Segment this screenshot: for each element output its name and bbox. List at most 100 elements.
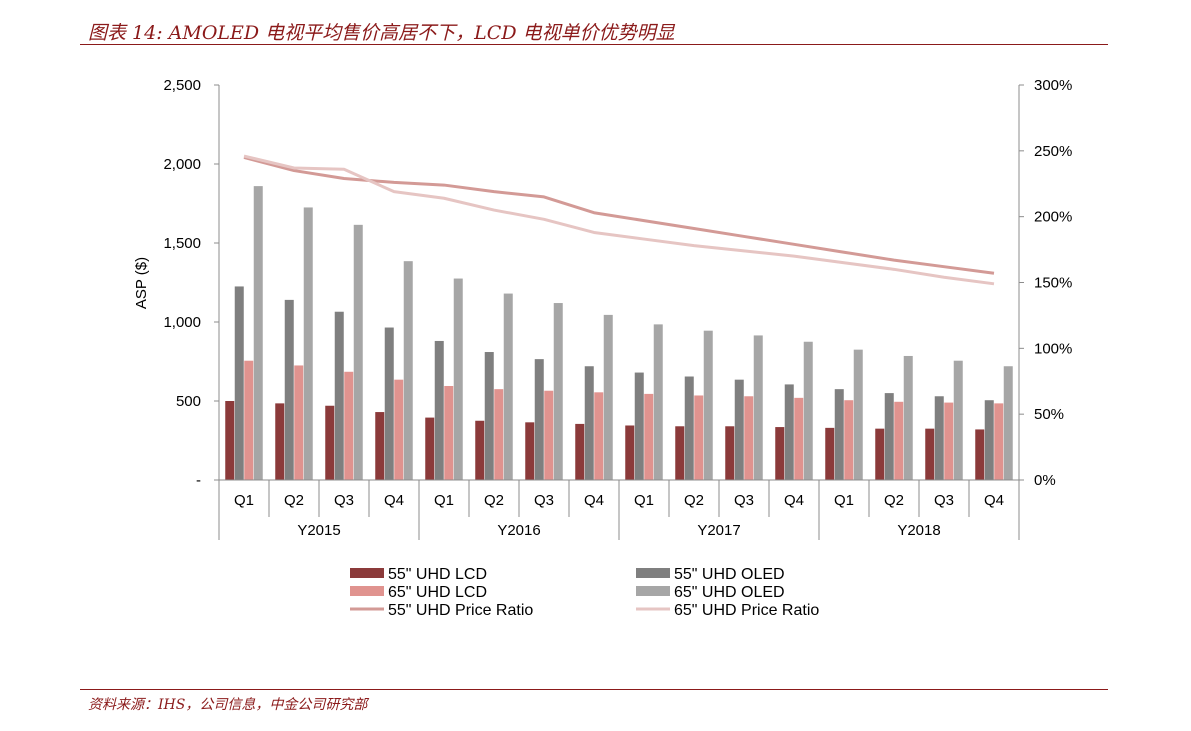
- bar-65-uhd-oled-10: [753, 335, 763, 480]
- y2-tick-label: 100%: [1034, 340, 1072, 357]
- legend-label: 55" UHD Price Ratio: [388, 602, 533, 619]
- legend-label: 55" UHD LCD: [388, 566, 487, 583]
- bar-65-uhd-oled-4: [453, 278, 463, 480]
- x-tick-label-year: Y2016: [497, 522, 540, 539]
- y-tick-label: 2,000: [163, 156, 201, 173]
- bar-65-uhd-oled-14: [953, 360, 963, 480]
- lines-layer: [243, 154, 995, 286]
- bar-55-uhd-oled-0: [234, 286, 244, 480]
- bar-55-uhd-lcd-1: [275, 403, 285, 480]
- legend-item: 55" UHD Price Ratio: [350, 602, 533, 619]
- legend-label: 65" UHD OLED: [674, 584, 785, 601]
- bar-55-uhd-lcd-12: [825, 427, 835, 480]
- bar-65-uhd-oled-2: [353, 224, 363, 480]
- y2-tick-label: 250%: [1034, 143, 1072, 160]
- legend-item: 65" UHD LCD: [350, 584, 487, 601]
- bar-55-uhd-lcd-6: [525, 422, 535, 480]
- bar-65-uhd-lcd-12: [844, 400, 854, 480]
- legend-swatch: [350, 568, 384, 578]
- bar-55-uhd-lcd-9: [675, 426, 685, 480]
- bar-55-uhd-oled-1: [284, 299, 294, 480]
- bar-65-uhd-oled-15: [1003, 366, 1013, 480]
- bar-65-uhd-oled-12: [853, 349, 863, 480]
- bar-55-uhd-oled-7: [584, 366, 594, 480]
- legend-label: 65" UHD LCD: [388, 584, 487, 601]
- bar-55-uhd-oled-10: [734, 379, 744, 480]
- legend-swatch: [350, 586, 384, 596]
- y-tick-label: 500: [176, 393, 201, 410]
- bar-55-uhd-lcd-7: [575, 423, 585, 480]
- y-tick-label: 2,500: [163, 77, 201, 94]
- bar-55-uhd-lcd-3: [375, 412, 385, 480]
- x-tick-label-quarter: Q3: [934, 492, 954, 509]
- x-tick-label-quarter: Q3: [534, 492, 554, 509]
- bar-65-uhd-lcd-13: [894, 401, 904, 480]
- line-65-uhd-price-ratio: [243, 154, 995, 286]
- bar-65-uhd-lcd-15: [994, 403, 1004, 480]
- bar-55-uhd-lcd-14: [925, 428, 935, 480]
- bar-55-uhd-oled-11: [784, 384, 794, 480]
- bar-65-uhd-lcd-4: [444, 385, 454, 480]
- x-tick-label-quarter: Q4: [984, 492, 1004, 509]
- bar-65-uhd-lcd-5: [494, 389, 504, 480]
- x-tick-label-quarter: Q4: [384, 492, 404, 509]
- bar-55-uhd-lcd-2: [325, 405, 335, 480]
- source-divider: [80, 689, 1108, 690]
- legend-item: 65" UHD Price Ratio: [636, 602, 819, 619]
- bar-65-uhd-oled-8: [653, 324, 663, 480]
- bar-55-uhd-oled-13: [884, 393, 894, 480]
- bar-65-uhd-oled-13: [903, 355, 913, 480]
- bar-55-uhd-oled-15: [984, 400, 994, 480]
- x-tick-label-quarter: Q2: [284, 492, 304, 509]
- bar-65-uhd-oled-6: [553, 303, 563, 480]
- x-tick-label-quarter: Q2: [884, 492, 904, 509]
- bar-65-uhd-lcd-3: [394, 379, 404, 480]
- bar-55-uhd-oled-9: [684, 376, 694, 480]
- bar-65-uhd-lcd-2: [344, 371, 354, 480]
- axes-layer: - 500 1,000 1,500 2,000 2,500 0% 50% 100% 150% 200…: [133, 77, 1072, 540]
- bar-65-uhd-oled-0: [253, 186, 263, 480]
- bar-55-uhd-lcd-11: [775, 427, 785, 480]
- y-tick-label: -: [196, 472, 201, 489]
- legend-label: 55" UHD OLED: [674, 566, 785, 583]
- x-tick-label-quarter: Q4: [584, 492, 604, 509]
- bar-55-uhd-lcd-13: [875, 428, 885, 480]
- bars-layer: [225, 186, 1013, 480]
- bar-65-uhd-lcd-0: [244, 360, 254, 480]
- bar-55-uhd-lcd-5: [475, 420, 485, 480]
- bar-65-uhd-oled-11: [803, 341, 813, 480]
- x-tick-label-quarter: Q4: [784, 492, 804, 509]
- y2-tick-label: 200%: [1034, 209, 1072, 226]
- legend-item: 65" UHD OLED: [636, 584, 785, 601]
- x-tick-label-year: Y2015: [297, 522, 340, 539]
- bar-55-uhd-oled-4: [434, 340, 444, 480]
- x-tick-label-quarter: Q1: [834, 492, 854, 509]
- y-axis-title: ASP ($): [133, 257, 150, 309]
- x-tick-label-quarter: Q2: [684, 492, 704, 509]
- bar-65-uhd-oled-1: [303, 207, 313, 480]
- legend-item: 55" UHD OLED: [636, 566, 785, 583]
- y-tick-label: 1,500: [163, 235, 201, 252]
- bar-65-uhd-oled-5: [503, 293, 513, 480]
- y2-tick-label: 300%: [1034, 77, 1072, 94]
- legend-label: 65" UHD Price Ratio: [674, 602, 819, 619]
- bar-65-uhd-lcd-11: [794, 397, 804, 480]
- source-note: 资料来源：IHS，公司信息，中金公司研究部: [88, 697, 368, 713]
- bar-65-uhd-lcd-1: [294, 365, 304, 480]
- bar-55-uhd-oled-6: [534, 359, 544, 480]
- bar-65-uhd-lcd-7: [594, 392, 604, 480]
- x-tick-label-quarter: Q1: [234, 492, 254, 509]
- bar-65-uhd-lcd-8: [644, 393, 654, 480]
- x-tick-label-quarter: Q2: [484, 492, 504, 509]
- bar-65-uhd-oled-3: [403, 261, 413, 480]
- bar-65-uhd-oled-9: [703, 330, 713, 480]
- legend-swatch: [636, 586, 670, 596]
- bar-65-uhd-lcd-14: [944, 402, 954, 480]
- chart-title: 图表 14: AMOLED 电视平均售价高居不下，LCD 电视单价优势明显: [88, 22, 675, 44]
- bar-55-uhd-lcd-10: [725, 426, 735, 480]
- legend: 55" UHD LCD 55" UHD OLED 65" UHD LCD 65" UH…: [350, 566, 819, 619]
- bar-65-uhd-oled-7: [603, 314, 613, 480]
- x-tick-label-year: Y2018: [897, 522, 940, 539]
- title-divider: [80, 44, 1108, 45]
